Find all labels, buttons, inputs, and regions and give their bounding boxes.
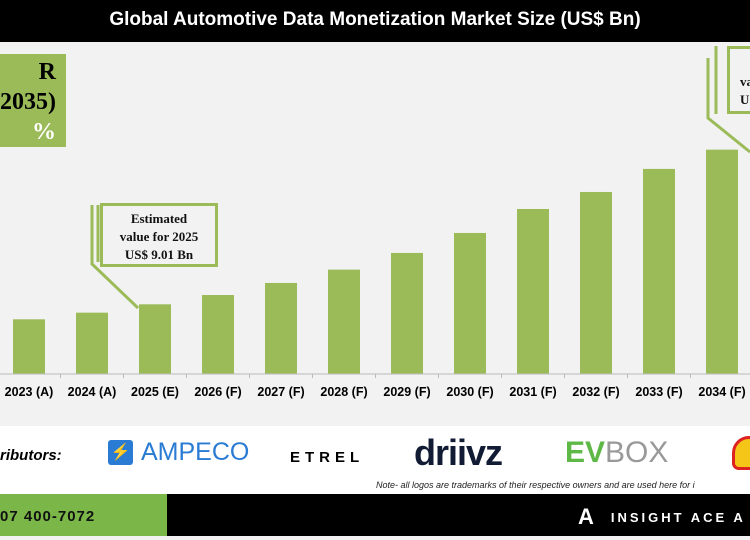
bar-2028 (F)	[328, 269, 360, 374]
callout-2035: va U	[727, 46, 750, 114]
x-tick-label: 2034 (F)	[698, 385, 745, 399]
brand: A INSIGHT ACE A	[578, 504, 746, 530]
trademark-note: Note- all logos are trademarks of their …	[376, 480, 695, 490]
bar-2031 (F)	[517, 208, 549, 374]
bar-2029 (F)	[391, 252, 423, 374]
bar-2033 (F)	[643, 168, 675, 374]
bar-2030 (F)	[454, 232, 486, 374]
x-tick-label: 2023 (A)	[5, 385, 54, 399]
bar-2024 (A)	[76, 312, 108, 374]
callout-2035-line1: va	[740, 74, 750, 89]
contributors-strip: ributors: ⚡ AMPECO ETREL driivz EVBOX Not…	[0, 426, 750, 494]
x-tick-label: 2026 (F)	[194, 385, 241, 399]
x-tick-label: 2027 (F)	[257, 385, 304, 399]
x-tick-label: 2030 (F)	[446, 385, 493, 399]
x-tick-label: 2029 (F)	[383, 385, 430, 399]
contributors-label: ributors:	[0, 447, 62, 464]
bar-2027 (F)	[265, 282, 297, 374]
callout-2025-line3: US$ 9.01 Bn	[124, 247, 194, 262]
cagr-line3: %	[32, 119, 56, 145]
bar-2023 (A)	[13, 319, 45, 374]
cagr-box: R 2035) %	[0, 54, 66, 147]
cagr-line2: 2035)	[0, 89, 56, 115]
bar-2032 (F)	[580, 191, 612, 374]
callout-2025-line2: value for 2025	[119, 229, 199, 244]
ampeco-text: AMPECO	[141, 438, 250, 466]
evbox-logo: EVBOX	[565, 436, 668, 470]
lightning-icon: ⚡	[108, 440, 133, 465]
insight-ace-logo-icon: A	[578, 504, 597, 529]
driivz-logo: driivz	[414, 432, 503, 473]
x-tick-label: 2033 (F)	[635, 385, 682, 399]
callout-2035-line2: U	[740, 92, 750, 107]
etrel-logo: ETREL	[290, 449, 365, 466]
evbox-ev: EV	[565, 436, 606, 469]
footer: 07 400-7072 A INSIGHT ACE A	[0, 494, 750, 536]
cagr-line1: R	[38, 59, 56, 85]
callout-2025: Estimated value for 2025 US$ 9.01 Bn	[100, 203, 218, 267]
ampeco-logo: ⚡ AMPECO	[108, 438, 249, 467]
phone-number: 07 400-7072	[0, 494, 167, 536]
callout-2035-leader	[706, 58, 750, 154]
bar-2025 (E)	[139, 304, 171, 374]
bar-2026 (F)	[202, 295, 234, 374]
bar-2034 (F)	[706, 149, 738, 374]
shell-logo-icon	[732, 436, 750, 470]
callout-2025-line1: Estimated	[130, 211, 188, 226]
x-tick-label: 2028 (F)	[320, 385, 367, 399]
brand-name: INSIGHT ACE A	[610, 509, 746, 525]
bar-chart: 2023 (A) 2024 (A) 2025 (E) 2026 (F) 2027 (F)…	[0, 46, 750, 399]
x-tick-label: 2024 (A)	[68, 385, 117, 399]
callout-2025-leader	[90, 205, 140, 310]
x-tick-label: 2025 (E)	[131, 385, 179, 399]
x-tick-label: 2031 (F)	[509, 385, 556, 399]
x-tick-label: 2032 (F)	[572, 385, 619, 399]
evbox-box: BOX	[605, 436, 669, 469]
chart-title: Global Automotive Data Monetization Mark…	[0, 0, 750, 42]
